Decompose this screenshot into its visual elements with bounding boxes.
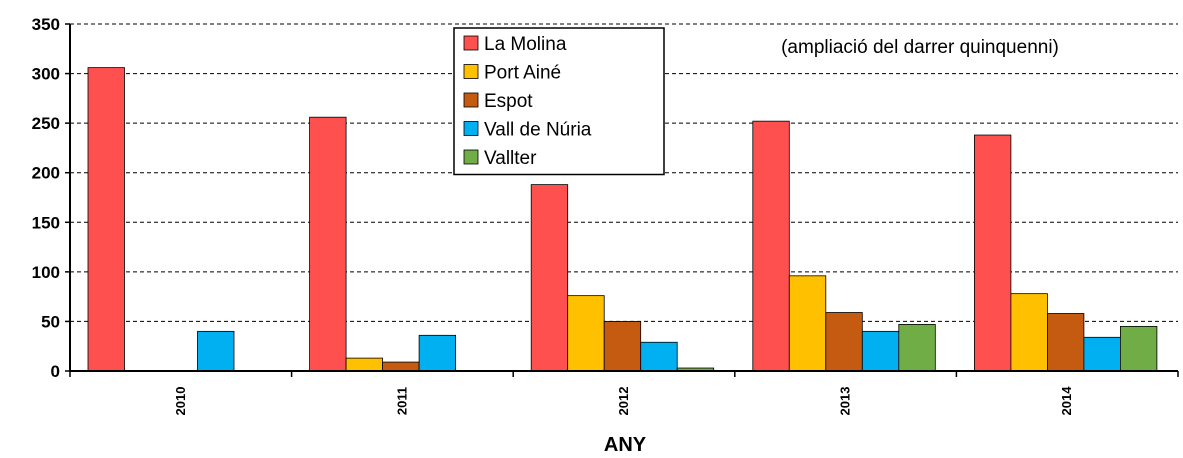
y-axis-ticks: 0 50 100 150 200 250 300 350 <box>32 15 70 381</box>
y-tick-label-300: 300 <box>32 65 60 84</box>
bar-2011-vall-de-núria <box>418 334 457 372</box>
bar-2012-port-ainé <box>567 295 605 372</box>
x-tick-label-2012: 2012 <box>616 387 631 416</box>
legend-swatch-espot <box>463 92 479 108</box>
bar-2011-espot <box>382 361 420 372</box>
bar-2012-vall-de-núria <box>640 341 678 372</box>
bar-2011-port-ainé <box>345 357 384 372</box>
legend-label-espot: Espot <box>484 91 533 112</box>
legend-label-la-molina: La Molina <box>484 34 567 55</box>
legend: La Molina Port Ainé Espot Vall de Núria Vall… <box>453 27 665 176</box>
legend-swatch-vallter <box>463 149 479 165</box>
y-tick-label-250: 250 <box>32 114 60 133</box>
y-tick-label-150: 150 <box>32 213 60 232</box>
legend-label-vallter: Vallter <box>484 148 537 169</box>
x-tick-label-2014: 2014 <box>1059 386 1074 416</box>
legend-label-vall-de-núria: Vall de Núria <box>484 120 592 141</box>
bar-2012-espot <box>603 321 642 372</box>
bar-2013-vallter <box>898 324 936 372</box>
bar-2014-vallter <box>1120 325 1158 372</box>
bar-2013-port-ainé <box>788 275 827 372</box>
bar-2010-vall-de-núria <box>197 330 235 372</box>
bar-2014-la-molina <box>974 134 1012 372</box>
legend-swatch-vall-de-núria <box>463 121 479 136</box>
y-tick-label-100: 100 <box>32 263 60 282</box>
bar-2014-vall-de-núria <box>1083 336 1121 372</box>
chart-annotation: (ampliació del darrer quinquenni) <box>781 37 1059 58</box>
y-tick-label-50: 50 <box>41 312 60 331</box>
legend-swatch-la-molina <box>463 35 479 51</box>
x-tick-label-2011: 2011 <box>394 387 409 415</box>
y-tick-label-350: 350 <box>32 15 60 34</box>
bar-2014-espot <box>1047 313 1085 372</box>
bar-2013-la-molina <box>752 120 790 372</box>
x-tick-label-2013: 2013 <box>838 387 853 416</box>
legend-swatch-port-ainé <box>463 64 479 79</box>
bar-2012-la-molina <box>530 184 569 372</box>
axes <box>69 24 1178 372</box>
x-axis-ticks: 2010 2011 2012 2013 2014 <box>69 371 1179 416</box>
bars <box>87 67 1158 372</box>
y-tick-label-200: 200 <box>32 164 60 183</box>
bar-2011-la-molina <box>309 116 347 372</box>
bar-2013-espot <box>825 312 863 372</box>
y-tick-label-0: 0 <box>51 362 60 381</box>
x-tick-label-2010: 2010 <box>173 387 188 416</box>
bar-2010-la-molina <box>87 67 125 372</box>
x-axis-label: ANY <box>604 434 647 456</box>
legend-box <box>453 27 665 176</box>
bar-2013-vall-de-núria <box>861 330 900 372</box>
bar-2014-port-ainé <box>1010 293 1048 372</box>
legend-label-port-ainé: Port Ainé <box>484 63 561 84</box>
